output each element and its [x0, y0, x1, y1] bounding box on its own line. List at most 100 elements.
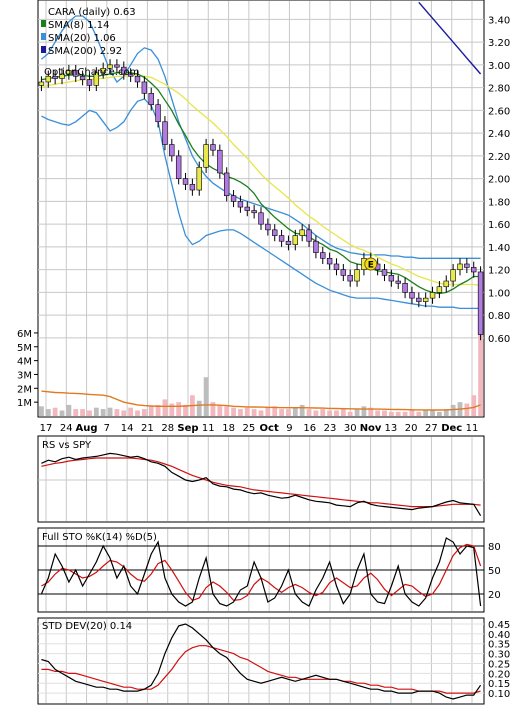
volume-bar [107, 407, 113, 416]
stddev-tick-label: 0.35 [488, 640, 510, 651]
volume-bar [430, 410, 435, 416]
volume-bar [196, 400, 202, 416]
candle-body [196, 166, 202, 191]
candle-body [73, 70, 79, 77]
legend-swatch [41, 33, 46, 40]
legend-label: SMA(8) 1.14 [48, 20, 109, 31]
volume-bar [39, 406, 44, 416]
volume-bar [231, 407, 236, 416]
price-tick-label: 3.00 [488, 61, 510, 72]
candle-body [182, 178, 189, 185]
candle-body [189, 184, 196, 191]
volume-bar [436, 411, 442, 416]
candle-body [313, 240, 319, 253]
price-tick-label: 3.20 [488, 38, 510, 49]
candle-body [169, 144, 175, 157]
watermark: OptionChance.com [44, 67, 139, 78]
sma8-line [41, 71, 481, 295]
candle-body [121, 66, 127, 75]
stddev-average-line [41, 645, 481, 694]
volume-bar [135, 410, 140, 416]
stddev-tick-label: 0.15 [488, 679, 510, 690]
volume-bar [340, 409, 346, 416]
candle-body [292, 235, 299, 245]
volume-bar [478, 328, 483, 416]
candle-body [306, 229, 312, 242]
stddev-tick-label: 0.20 [488, 669, 510, 680]
candle-body [450, 269, 456, 282]
candle-body [127, 73, 134, 77]
candle-body [464, 263, 470, 268]
candle-body [340, 269, 347, 276]
volume-bar [45, 409, 51, 416]
volume-tick-label: 5M [17, 343, 32, 354]
candle-body [409, 292, 415, 299]
candle-body [114, 64, 120, 68]
price-tick-label: 2.40 [488, 129, 510, 140]
x-tick-label: 9 [286, 423, 292, 434]
volume-bar [224, 406, 230, 416]
candle-body [66, 70, 72, 75]
volume-bar [66, 404, 72, 416]
candle-body [217, 149, 223, 174]
volume-bar [292, 407, 298, 416]
volume-bar [471, 395, 477, 416]
legend-swatch [41, 46, 46, 53]
candle-body [258, 212, 264, 225]
sma200-line [418, 1, 482, 75]
candle-body [436, 286, 443, 293]
volume-bar [80, 409, 86, 416]
legend-label: SMA(20) 1.06 [48, 33, 116, 44]
x-tick-label: Aug [76, 423, 98, 434]
volume-bar [183, 404, 188, 416]
stochastic-tick-label: 80 [488, 542, 501, 553]
x-tick-label: 20 [405, 423, 418, 434]
candle-body [223, 172, 230, 197]
volume-bar [251, 409, 257, 416]
candle-body [79, 75, 86, 80]
candle-body [326, 257, 333, 265]
stddev-tick-label: 0.45 [488, 620, 510, 631]
volume-bar [217, 404, 223, 416]
candle-body [422, 297, 429, 302]
stochastic-k-line [40, 537, 482, 607]
candle-body [148, 93, 154, 106]
volume-bar [423, 410, 429, 416]
x-tick-label: 24 [60, 423, 73, 434]
candle-body [107, 64, 113, 69]
candle-body [471, 267, 477, 273]
legend-label: SMA(200) 2.92 [48, 46, 122, 57]
candle-body [251, 210, 257, 214]
price-tick-label: 1.00 [488, 288, 510, 299]
x-tick-label: 7 [104, 423, 110, 434]
price-tick-label: 1.60 [488, 220, 510, 231]
stddev-tick-label: 0.40 [488, 630, 510, 641]
price-tick-label: 1.80 [488, 197, 510, 208]
earnings-marker-label: E [368, 260, 374, 270]
price-tick-label: 0.60 [488, 334, 510, 345]
volume-bar [354, 409, 360, 416]
candle-body [272, 229, 278, 236]
volume-tick-label: 2M [17, 384, 32, 395]
candle-body [203, 144, 209, 168]
candle-body [402, 283, 408, 293]
volume-bar [203, 377, 209, 416]
bollinger-lower-line [41, 98, 481, 310]
rs-panel-frame [37, 435, 485, 523]
candle-body [429, 292, 436, 299]
x-tick-label: Dec [441, 423, 462, 434]
candle-body [388, 275, 395, 282]
volume-bar [388, 411, 394, 416]
sma20-line [41, 74, 481, 287]
x-tick-label: 14 [121, 423, 134, 434]
stddev-tick-label: 0.25 [488, 659, 510, 670]
candle-body [93, 72, 100, 86]
x-tick-label: 25 [242, 423, 255, 434]
volume-bar [286, 409, 291, 416]
candle-body [477, 271, 484, 335]
volume-bar [299, 404, 305, 416]
volume-bar [52, 407, 58, 416]
x-tick-label: 17 [40, 423, 53, 434]
candle-body [278, 235, 285, 242]
candle-body [457, 263, 463, 270]
